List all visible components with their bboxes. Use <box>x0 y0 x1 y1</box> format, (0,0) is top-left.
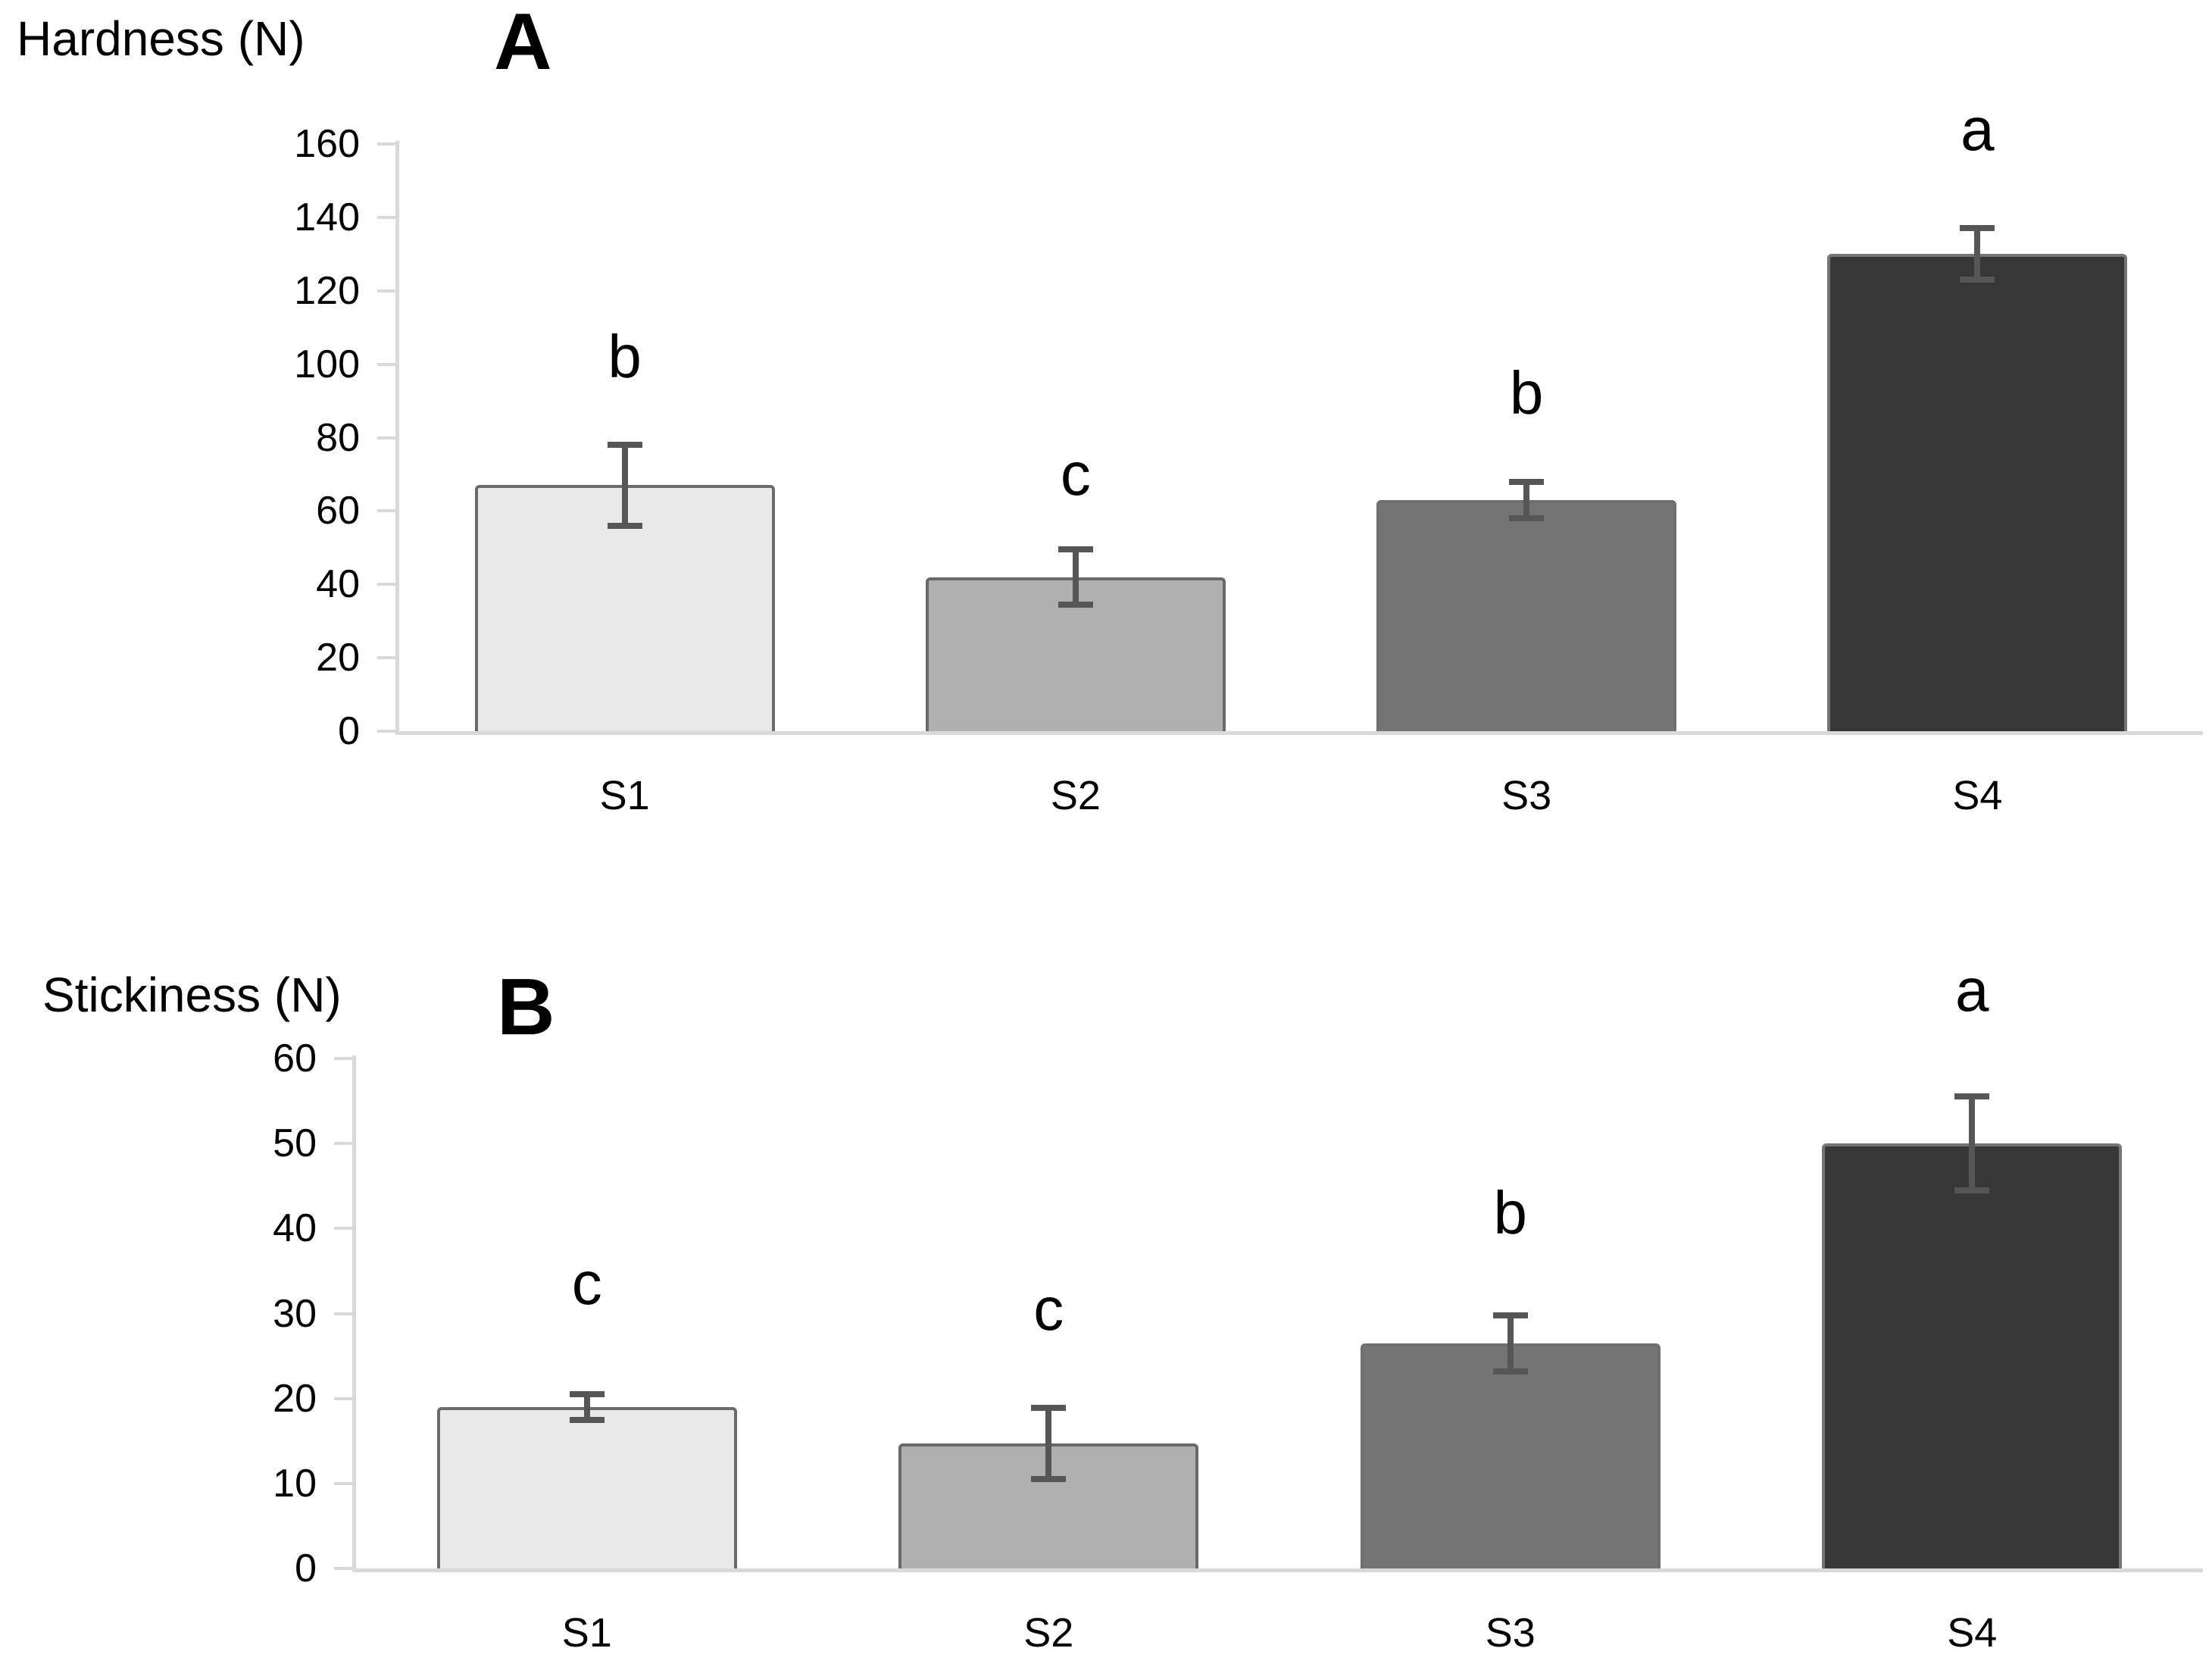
error-cap-bottom-s4 <box>1954 1187 1990 1193</box>
y-tick-label: 40 <box>273 1206 317 1251</box>
y-tick-mark <box>334 1312 352 1315</box>
x-category-label-s2: S2 <box>1050 773 1101 818</box>
sig-letter-s3: b <box>1509 359 1544 427</box>
y-tick-label: 160 <box>294 122 360 166</box>
y-tick-mark <box>377 509 395 513</box>
y-tick-label: 120 <box>294 268 360 313</box>
y-tick-label: 0 <box>338 709 360 753</box>
panel-b-title: Stickiness (N) <box>42 968 342 1022</box>
y-tick-label: 20 <box>273 1376 317 1421</box>
x-category-label-s1: S1 <box>561 1610 612 1656</box>
error-cap-bottom-s2 <box>1031 1476 1067 1483</box>
error-cap-bottom-s1 <box>607 522 642 529</box>
error-cap-top-s3 <box>1509 478 1545 485</box>
bar-s3 <box>1376 499 1677 731</box>
sig-letter-s4: a <box>1955 956 1989 1024</box>
y-axis-line <box>395 141 399 735</box>
sig-letter-s1: c <box>571 1249 602 1318</box>
y-tick-label: 20 <box>316 636 360 680</box>
error-cap-top-s4 <box>1960 225 1995 232</box>
error-cap-top-s2 <box>1031 1405 1067 1411</box>
x-category-label-s4: S4 <box>1952 773 2003 818</box>
y-tick-mark <box>334 1057 352 1060</box>
error-bar-s3 <box>1507 1315 1514 1371</box>
error-bar-s4 <box>1969 1096 1976 1190</box>
error-bar-s1 <box>583 1394 590 1420</box>
error-cap-bottom-s2 <box>1058 601 1093 608</box>
y-tick-mark <box>377 289 395 292</box>
error-cap-top-s1 <box>569 1391 605 1398</box>
y-tick-mark <box>334 1227 352 1231</box>
y-tick-mark <box>377 362 395 366</box>
x-category-label-s3: S3 <box>1485 1610 1536 1656</box>
x-category-label-s3: S3 <box>1501 773 1552 818</box>
y-tick-mark <box>377 583 395 586</box>
error-bar-s2 <box>1072 549 1079 605</box>
y-tick-label: 60 <box>273 1037 317 1080</box>
error-cap-bottom-s4 <box>1960 277 1995 283</box>
y-tick-label: 80 <box>316 415 360 460</box>
panel-a-title: Hardness (N) <box>17 11 305 66</box>
panel-b-label: B <box>497 962 555 1052</box>
sig-letter-s2: c <box>1060 439 1091 508</box>
y-tick-mark <box>377 142 395 145</box>
y-tick-mark <box>334 1567 352 1570</box>
error-cap-top-s4 <box>1954 1093 1990 1100</box>
y-tick-mark <box>377 656 395 660</box>
sig-letter-s1: b <box>608 322 642 390</box>
error-cap-top-s2 <box>1058 546 1093 553</box>
bar-s1 <box>436 1406 737 1568</box>
error-cap-bottom-s1 <box>569 1416 605 1423</box>
error-cap-bottom-s3 <box>1509 515 1545 522</box>
sig-letter-s4: a <box>1960 95 1995 163</box>
bar-s3 <box>1360 1343 1661 1568</box>
bar-s4 <box>1822 1143 2123 1568</box>
x-category-label-s2: S2 <box>1023 1610 1074 1656</box>
y-tick-mark <box>334 1481 352 1485</box>
y-tick-label: 50 <box>273 1121 317 1166</box>
error-cap-bottom-s3 <box>1492 1368 1528 1374</box>
panel-a-label: A <box>494 0 552 86</box>
x-axis-line <box>352 1568 2203 1572</box>
error-bar-s4 <box>1974 228 1981 280</box>
x-category-label-s1: S1 <box>599 773 650 818</box>
sig-letter-s3: b <box>1493 1179 1528 1247</box>
y-tick-mark <box>377 215 395 219</box>
error-cap-top-s3 <box>1492 1312 1528 1318</box>
y-tick-label: 100 <box>294 342 360 386</box>
error-bar-s3 <box>1523 481 1530 519</box>
y-axis-line <box>352 1055 356 1572</box>
y-tick-mark <box>334 1396 352 1400</box>
bar-s4 <box>1827 254 2128 731</box>
error-bar-s2 <box>1045 1408 1052 1480</box>
x-axis-line <box>395 731 2203 735</box>
y-tick-label: 0 <box>295 1546 317 1590</box>
x-category-label-s4: S4 <box>1947 1610 1998 1656</box>
y-tick-label: 30 <box>273 1291 317 1336</box>
y-tick-mark <box>377 436 395 439</box>
y-tick-label: 10 <box>273 1461 317 1506</box>
y-tick-mark <box>334 1142 352 1146</box>
y-tick-label: 140 <box>294 195 360 239</box>
y-tick-label: 60 <box>316 489 360 533</box>
error-bar-s1 <box>621 445 628 526</box>
y-tick-mark <box>377 730 395 733</box>
y-tick-label: 40 <box>316 562 360 607</box>
error-cap-top-s1 <box>607 442 642 449</box>
sig-letter-s2: c <box>1033 1274 1064 1343</box>
